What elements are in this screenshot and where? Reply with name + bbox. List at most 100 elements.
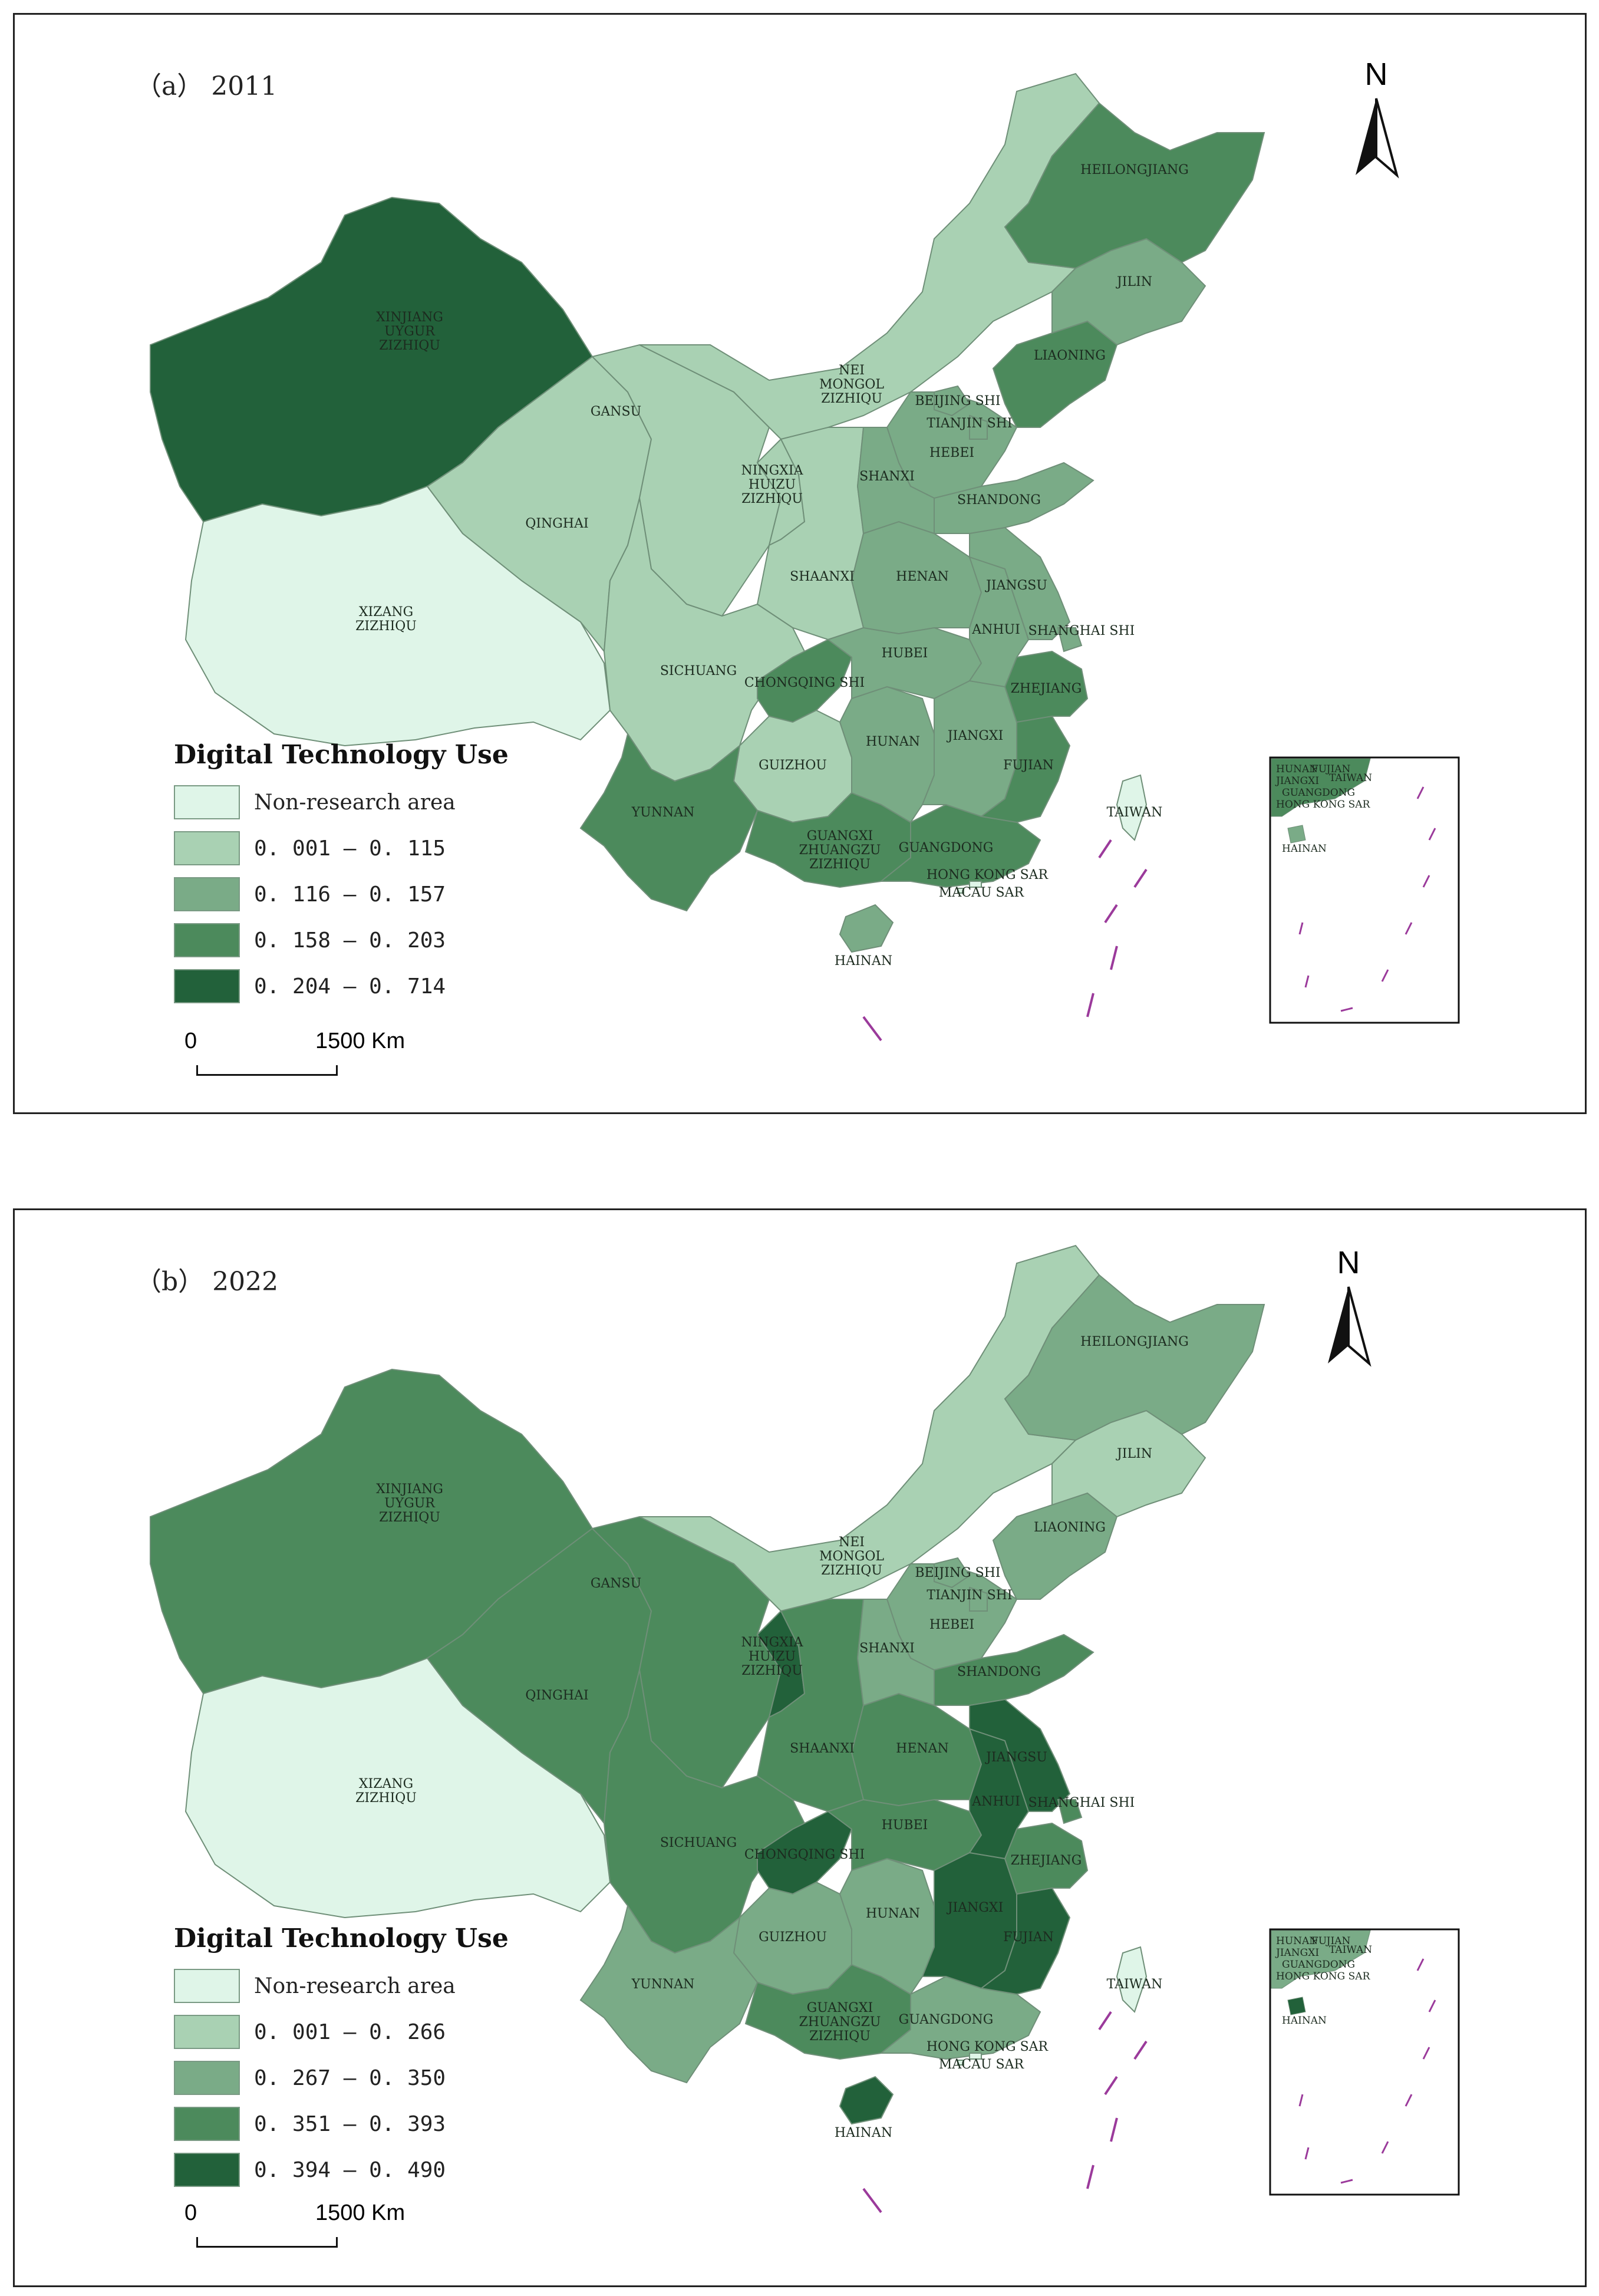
province-label-guizhou: GUIZHOU	[759, 758, 827, 773]
province-jiangxi	[921, 1852, 1017, 1989]
province-label-liaoning: LIAONING	[1034, 1520, 1106, 1535]
legend-item: 0. 351 – 0. 393	[174, 2101, 509, 2147]
province-chongqing	[757, 638, 853, 723]
province-label-beijing: BEIJING SHI	[915, 394, 1000, 409]
province-label-hebei: HEBEI	[929, 446, 974, 460]
province-taiwan	[1116, 774, 1148, 841]
province-label-hongkong: HONG KONG SAR	[927, 2040, 1049, 2054]
province-macau	[957, 2060, 964, 2066]
province-chongqing	[757, 1810, 853, 1895]
province-jiangsu	[969, 526, 1071, 640]
legend-2022: Digital Technology Use Non-research area…	[174, 1923, 509, 2193]
province-label-hainan: HAINAN	[835, 2126, 892, 2140]
province-label-nei-mongol: NEI MONGOL ZIZHIQU	[819, 1535, 884, 1578]
inset-label-hainan: HAINAN	[1282, 843, 1327, 855]
legend-item: 0. 394 – 0. 490	[174, 2147, 509, 2193]
maritime-boundary-line	[1133, 868, 1148, 888]
province-label-zhejiang: ZHEJIANG	[1011, 681, 1082, 696]
legend-swatch	[174, 1969, 240, 2003]
province-shanxi	[856, 1599, 935, 1707]
province-label-guangxi: GUANGXI ZHUANGZU ZIZHIQU	[799, 2001, 881, 2044]
province-label-henan: HENAN	[896, 1741, 949, 1756]
province-heilongjiang	[1004, 1274, 1265, 1441]
province-label-yunnan: YUNNAN	[631, 1977, 695, 1992]
province-label-nei-mongol: NEI MONGOL ZIZHIQU	[819, 363, 884, 406]
province-label-hongkong: HONG KONG SAR	[927, 868, 1049, 882]
province-label-gansu: GANSU	[591, 1576, 641, 1591]
province-label-ningxia: NINGXIA HUIZU ZIZHIQU	[741, 1635, 803, 1678]
inset-label-guangdong: GUANGDONG	[1282, 1959, 1355, 1971]
province-label-anhui: ANHUI	[971, 622, 1020, 637]
north-arrow-icon	[1328, 1286, 1371, 1367]
province-label-hubei: HUBEI	[882, 1818, 928, 1833]
legend-swatch	[174, 2107, 240, 2141]
maritime-boundary-line	[1110, 2117, 1118, 2142]
legend-label: 0. 001 – 0. 115	[254, 836, 446, 861]
province-label-hunan: HUNAN	[866, 734, 920, 749]
maritime-boundary-line	[1086, 993, 1094, 1017]
legend-label: 0. 394 – 0. 490	[254, 2157, 446, 2182]
province-label-guizhou: GUIZHOU	[759, 1930, 827, 1945]
maritime-boundary-line	[1098, 2011, 1112, 2031]
scale-zero: 0	[184, 1029, 197, 1053]
province-label-hunan: HUNAN	[866, 1906, 920, 1921]
province-label-taiwan: TAIWAN	[1107, 805, 1163, 820]
inset-label-fujian: FUJIAN	[1311, 1935, 1350, 1947]
province-shandong	[934, 1633, 1094, 1706]
province-label-anhui: ANHUI	[971, 1794, 1020, 1809]
province-hongkong	[969, 881, 982, 888]
panel-title-2022: （b） 2022	[136, 1267, 279, 1297]
province-fujian	[980, 715, 1071, 823]
scale-bar: 0 1500 Km	[180, 1029, 416, 1076]
inset-label-taiwan: TAIWAN	[1329, 1944, 1372, 1956]
inset-label-hunan: HUNAN	[1276, 1935, 1318, 1947]
legend-swatch	[174, 2153, 240, 2187]
province-label-heilongjiang: HEILONGJIANG	[1080, 163, 1189, 177]
province-label-chongqing: CHONGQING SHI	[744, 676, 865, 690]
legend-title: Digital Technology Use	[174, 740, 509, 770]
province-label-hubei: HUBEI	[882, 646, 928, 661]
province-label-tianjin: TIANJIN SHI	[927, 416, 1012, 431]
province-hainan	[839, 2076, 894, 2125]
legend-label: 0. 001 – 0. 266	[254, 2020, 446, 2044]
province-label-xizang: XIZANG ZIZHIQU	[355, 1777, 417, 1806]
north-letter: N	[1337, 1245, 1360, 1280]
legend-swatch	[174, 923, 240, 957]
province-beijing	[934, 385, 971, 417]
province-label-jiangsu: JIANGSU	[985, 578, 1047, 593]
province-zhejiang	[1004, 1822, 1089, 1895]
province-label-gansu: GANSU	[591, 404, 641, 419]
province-label-shandong: SHANDONG	[957, 493, 1041, 508]
legend-item: Non-research area	[174, 779, 509, 825]
scale-distance: 1500 Km	[315, 1029, 405, 1053]
legend-swatch	[174, 831, 240, 865]
province-shandong	[934, 462, 1094, 534]
legend-item: 0. 204 – 0. 714	[174, 963, 509, 1009]
province-label-jilin: JILIN	[1116, 275, 1152, 289]
legend-title: Digital Technology Use	[174, 1923, 509, 1954]
province-label-sichuan: SICHUANG	[660, 1836, 737, 1850]
province-yunnan	[579, 1904, 759, 2084]
maritime-boundary-line	[1104, 2076, 1118, 2096]
province-hainan	[839, 904, 894, 953]
legend-item: 0. 267 – 0. 350	[174, 2055, 509, 2101]
maritime-boundary-line	[1133, 2040, 1148, 2060]
map-panel-2011: XINJIANG UYGUR ZIZHIQU XIZANG ZIZHIQU QINGHAI…	[13, 13, 1587, 1114]
legend-swatch	[174, 2015, 240, 2049]
legend-label: 0. 267 – 0. 350	[254, 2066, 446, 2090]
legend-swatch	[174, 2061, 240, 2095]
province-liaoning	[992, 1492, 1118, 1600]
province-label-heilongjiang: HEILONGJIANG	[1080, 1335, 1189, 1349]
legend-label: 0. 204 – 0. 714	[254, 974, 446, 999]
legend-item: 0. 001 – 0. 266	[174, 2009, 509, 2055]
inset-label-jiangxi: JIANGXI	[1275, 775, 1319, 787]
province-label-hebei: HEBEI	[929, 1618, 974, 1632]
province-label-guangxi: GUANGXI ZHUANGZU ZIZHIQU	[799, 829, 881, 872]
maritime-boundary-line	[862, 2188, 882, 2213]
province-liaoning	[992, 320, 1118, 428]
province-yunnan	[579, 732, 759, 912]
province-label-chongqing: CHONGQING SHI	[744, 1847, 865, 1862]
maritime-boundary-line	[1104, 904, 1118, 924]
province-label-shanxi: SHANXI	[859, 469, 915, 484]
